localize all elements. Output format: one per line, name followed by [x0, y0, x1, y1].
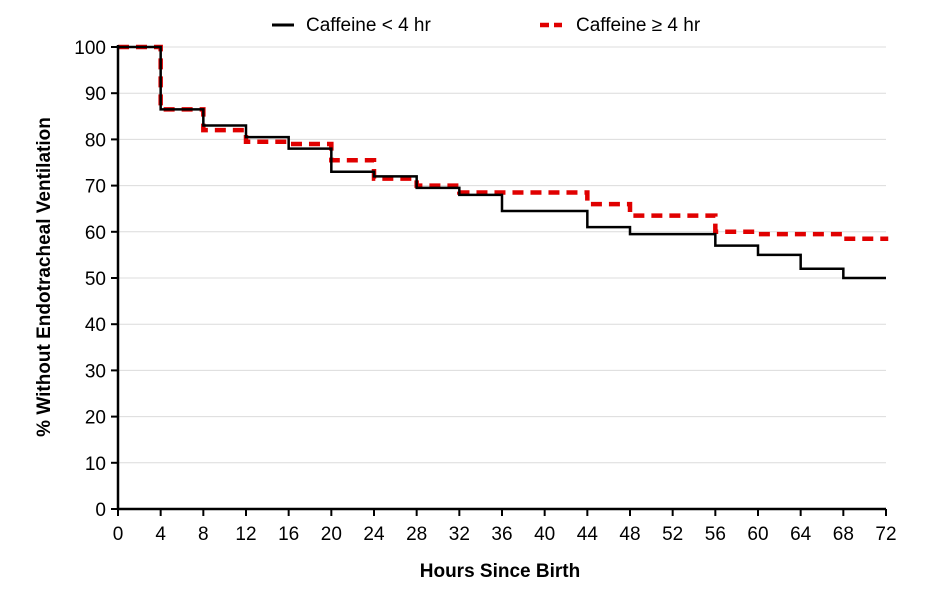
- x-tick-label: 28: [406, 524, 427, 545]
- x-axis-title: Hours Since Birth: [420, 561, 580, 582]
- y-tick-label: 70: [85, 177, 106, 198]
- x-tick-label: 60: [747, 524, 768, 545]
- y-tick-label: 20: [85, 408, 106, 429]
- x-tick-label: 16: [278, 524, 299, 545]
- x-tick-label: 44: [577, 524, 599, 545]
- series-layer: [118, 44, 889, 280]
- x-tick-label: 68: [833, 524, 854, 545]
- y-tick-label: 40: [85, 315, 106, 336]
- y-tick-label: 50: [85, 269, 106, 290]
- legend: Caffeine < 4 hr Caffeine ≥ 4 hr: [272, 15, 701, 36]
- x-tick-label: 4: [155, 524, 166, 545]
- legend-label-2: Caffeine ≥ 4 hr: [576, 15, 701, 36]
- legend-label-1: Caffeine < 4 hr: [306, 15, 431, 36]
- y-tick-label: 10: [85, 454, 106, 475]
- y-tick-label: 90: [85, 84, 106, 105]
- x-tick-label: 36: [491, 524, 512, 545]
- x-tick-label: 12: [235, 524, 256, 545]
- x-tick-label: 52: [662, 524, 683, 545]
- x-tick-label: 20: [321, 524, 342, 545]
- x-tick-label: 32: [449, 524, 470, 545]
- y-tick-label: 0: [95, 500, 106, 521]
- x-tick-label: 24: [363, 524, 385, 545]
- series-line-1: [118, 45, 886, 280]
- x-tick-label: 64: [790, 524, 812, 545]
- x-tick-label: 0: [113, 524, 124, 545]
- y-axis-title: % Without Endotracheal Ventilation: [34, 117, 55, 437]
- gridlines: [118, 46, 886, 464]
- y-tick-label: 60: [85, 223, 106, 244]
- x-tick-label: 56: [705, 524, 726, 545]
- y-tick-label: 80: [85, 130, 106, 151]
- x-tick-label: 8: [198, 524, 209, 545]
- x-tick-label: 72: [875, 524, 896, 545]
- x-tick-label: 48: [619, 524, 640, 545]
- y-tick-label: 100: [74, 38, 106, 59]
- x-tick-label: 40: [534, 524, 555, 545]
- series-line-2: [118, 44, 889, 242]
- y-tick-label: 30: [85, 361, 106, 382]
